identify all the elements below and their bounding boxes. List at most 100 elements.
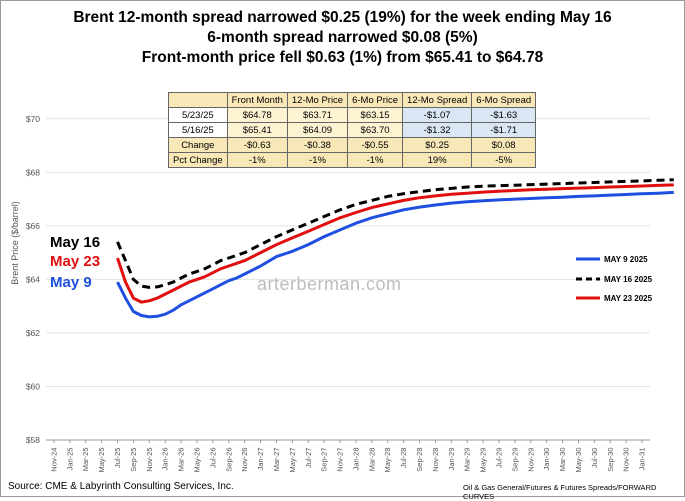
- x-tick-label: Sep-29: [510, 448, 519, 472]
- x-tick-label: Mar-28: [367, 448, 376, 472]
- table-cell: Pct Change: [168, 152, 228, 168]
- table-cell: -$0.63: [226, 137, 288, 153]
- x-tick-label: Nov-28: [431, 448, 440, 472]
- x-tick-label: May-30: [574, 448, 583, 473]
- x-tick-label: Jul-26: [208, 448, 217, 468]
- x-tick-label: Jul-28: [399, 448, 408, 468]
- table-cell: -1%: [226, 152, 288, 168]
- table-cell: -$1.07: [402, 107, 473, 123]
- x-tick-label: Mar-29: [463, 448, 472, 472]
- x-tick-label: Mar-25: [81, 448, 90, 472]
- label-may9: May 9: [50, 274, 92, 291]
- x-tick-label: Jan-30: [542, 448, 551, 471]
- table-header-12mo-spread: 12-Mo Spread: [402, 92, 473, 108]
- table-cell: -$1.32: [402, 122, 473, 138]
- x-tick-label: May-25: [97, 448, 106, 473]
- table-cell: 5/16/25: [168, 122, 228, 138]
- label-may16: May 16: [50, 234, 101, 251]
- table-header-row: Front Month 12-Mo Price 6-Mo Price 12-Mo…: [168, 92, 537, 108]
- file-path-note: Oil & Gas General/Futures & Futures Spre…: [463, 483, 657, 501]
- table-cell: -$1.63: [471, 107, 537, 123]
- y-tick-label: $62: [26, 328, 40, 338]
- table-cell: -$0.55: [347, 137, 404, 153]
- x-tick-label: Nov-30: [622, 448, 631, 472]
- series-lines: [116, 178, 674, 319]
- y-axis-title: Brent Price ($/barrel): [10, 201, 20, 285]
- y-tick-label: $68: [26, 167, 40, 177]
- x-tick-label: Nov-26: [240, 448, 249, 472]
- table-cell: $63.70: [347, 122, 404, 138]
- x-tick-label: Jan-27: [256, 448, 265, 471]
- x-tick-label: Mar-30: [558, 448, 567, 472]
- table-header-6mo-price: 6-Mo Price: [347, 92, 404, 108]
- table-cell: 5/23/25: [168, 107, 228, 123]
- x-tick-label: Jul-27: [304, 448, 313, 468]
- x-tick-label: Jul-25: [113, 448, 122, 468]
- table-cell: Change: [168, 137, 228, 153]
- y-tick-label: $64: [26, 274, 40, 284]
- table-cell: 19%: [402, 152, 473, 168]
- table-cell: -5%: [471, 152, 537, 168]
- table-cell: $63.71: [286, 107, 349, 123]
- source-note: Source: CME & Labyrinth Consulting Servi…: [8, 481, 234, 492]
- x-tick-label: Mar-27: [272, 448, 281, 472]
- table-row: 5/23/25 $64.78 $63.71 $63.15 -$1.07 -$1.…: [168, 107, 537, 123]
- y-axis-title-wrap: Brent Price ($/barrel): [4, 201, 24, 285]
- table-row: Change -$0.63 -$0.38 -$0.55 $0.25 $0.08: [168, 137, 537, 153]
- x-tick-label: Jan-29: [447, 448, 456, 471]
- x-tick-label: Sep-27: [320, 448, 329, 472]
- table-cell: $65.41: [226, 122, 288, 138]
- table-cell: -1%: [286, 152, 349, 168]
- table-header-12mo-price: 12-Mo Price: [286, 92, 349, 108]
- title-line-1: Brent 12-month spread narrowed $0.25 (19…: [73, 9, 612, 26]
- x-tick-label: May-29: [479, 448, 488, 473]
- table-row: 5/16/25 $65.41 $64.09 $63.70 -$1.32 -$1.…: [168, 122, 537, 138]
- x-tick-label: May-28: [383, 448, 392, 473]
- table-cell: $64.09: [286, 122, 349, 138]
- series-line-may-16-2025: [116, 178, 674, 289]
- x-tick-label: May-26: [193, 448, 202, 473]
- y-tick-label: $66: [26, 221, 40, 231]
- x-tick-label: Sep-26: [224, 448, 233, 472]
- table-row: Pct Change -1% -1% -1% 19% -5%: [168, 152, 537, 168]
- watermark: arterberman.com: [257, 274, 402, 294]
- x-tick-label: Jul-30: [590, 448, 599, 468]
- x-tick-label: May-27: [288, 448, 297, 473]
- legend-label: MAY 16 2025: [604, 275, 653, 284]
- table-cell: -$0.38: [286, 137, 349, 153]
- label-may23: May 23: [50, 253, 101, 270]
- legend-label: MAY 9 2025: [604, 255, 648, 264]
- table-cell: $0.25: [402, 137, 473, 153]
- x-tick-label: Jan-28: [351, 448, 360, 471]
- spread-table: Front Month 12-Mo Price 6-Mo Price 12-Mo…: [168, 92, 537, 168]
- legend-label: MAY 23 2025: [604, 294, 653, 303]
- y-tick-label: $60: [26, 381, 40, 391]
- title-line-3: Front-month price fell $0.63 (1%) from $…: [141, 49, 544, 66]
- x-tick-label: Jan-26: [161, 448, 170, 471]
- x-tick-label: Jul-29: [495, 448, 504, 468]
- table-header-blank: [168, 92, 228, 108]
- y-tick-label: $70: [26, 114, 40, 124]
- x-tick-label: Sep-30: [606, 448, 615, 472]
- x-tick-label: Sep-25: [129, 448, 138, 472]
- x-tick-label: Sep-28: [415, 448, 424, 472]
- series-line-may-23-2025: [116, 183, 674, 304]
- title-line-2: 6-month spread narrowed $0.08 (5%): [207, 29, 478, 46]
- table-cell: $63.15: [347, 107, 404, 123]
- x-tick-label: Nov-27: [336, 448, 345, 472]
- x-tick-label: Jan-25: [65, 448, 74, 471]
- table-cell: -1%: [347, 152, 404, 168]
- x-tick-label: Nov-25: [145, 448, 154, 472]
- legend: MAY 9 2025 MAY 16 2025 MAY 23 2025: [576, 255, 653, 303]
- axes: $58 $60 $62 $64 $66 $68 $70 Nov-24 Jan-25 Mar-25 M…: [26, 114, 650, 473]
- table-cell: $0.08: [471, 137, 537, 153]
- series-line-may-9-2025: [116, 190, 674, 319]
- x-tick-label: Nov-29: [526, 448, 535, 472]
- table-cell: $64.78: [226, 107, 288, 123]
- x-tick-label: Jan-31: [638, 448, 647, 471]
- table-cell: -$1.71: [471, 122, 537, 138]
- table-header-6mo-spread: 6-Mo Spread: [471, 92, 537, 108]
- chart-title: Brent 12-month spread narrowed $0.25 (19…: [0, 8, 685, 68]
- x-tick-label: Nov-24: [49, 448, 58, 472]
